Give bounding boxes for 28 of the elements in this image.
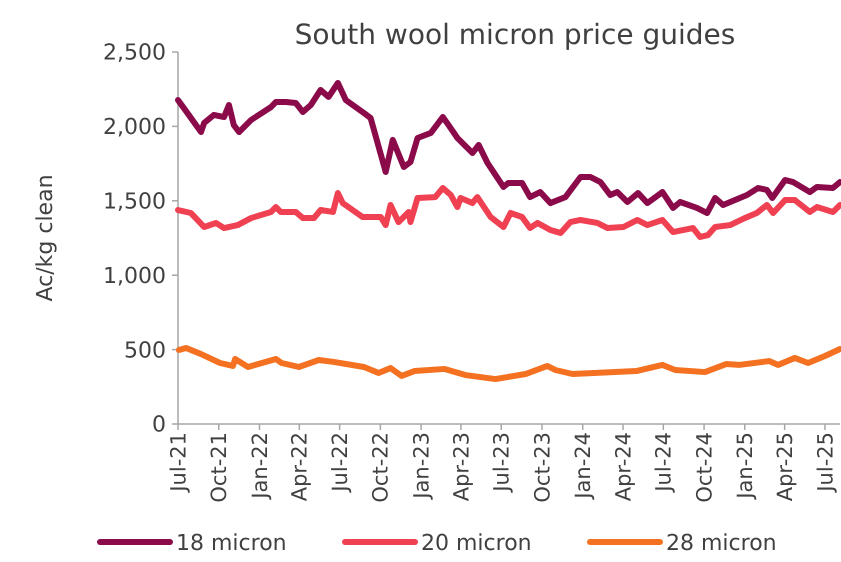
x-tick-label: Oct-24 xyxy=(692,432,716,503)
y-tick-label: 2,500 xyxy=(103,40,166,66)
x-tick-label: Jul-21 xyxy=(166,432,190,494)
y-tick-label: 500 xyxy=(124,338,166,364)
x-tick-label: Jul-22 xyxy=(328,432,352,494)
y-tick-label: 1,000 xyxy=(103,264,166,289)
y-tick-label: 2,000 xyxy=(103,115,166,140)
x-tick-label: Jul-25 xyxy=(813,432,838,494)
x-tick-label: Oct-21 xyxy=(207,432,232,503)
x-tick-label: Jan-25 xyxy=(733,432,758,501)
x-tick-label: Jan-24 xyxy=(571,432,596,501)
x-tick-label: Oct-22 xyxy=(368,432,393,503)
y-axis-title: Ac/kg clean xyxy=(33,174,58,302)
legend-label: 18 micron xyxy=(176,531,287,556)
x-tick-label: Oct-23 xyxy=(530,432,554,503)
x-tick-label: Apr-25 xyxy=(773,432,797,502)
x-tick-label: Jan-23 xyxy=(409,432,434,501)
x-tick-label: Apr-23 xyxy=(449,432,474,502)
legend-label: 20 micron xyxy=(421,531,532,556)
x-tick-label: Jul-24 xyxy=(652,432,676,494)
chart-title: South wool micron price guides xyxy=(294,18,736,51)
legend-label: 28 micron xyxy=(666,531,777,556)
x-tick-label: Apr-24 xyxy=(611,432,636,502)
y-tick-label: 0 xyxy=(152,412,166,438)
x-tick-label: Apr-22 xyxy=(288,432,312,502)
x-tick-label: Jul-23 xyxy=(490,432,514,494)
y-tick-label: 1,500 xyxy=(103,190,166,214)
x-tick-label: Jan-22 xyxy=(248,432,272,501)
